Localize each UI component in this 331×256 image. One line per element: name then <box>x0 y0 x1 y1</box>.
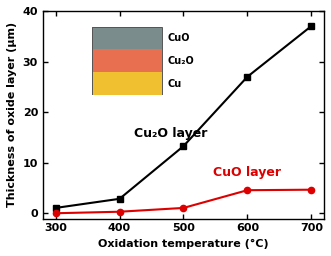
Text: Cu₂O layer: Cu₂O layer <box>134 127 207 140</box>
Text: CuO layer: CuO layer <box>213 166 281 179</box>
Y-axis label: Thickness of oxide layer (μm): Thickness of oxide layer (μm) <box>7 22 17 207</box>
X-axis label: Oxidation temperature (°C): Oxidation temperature (°C) <box>98 239 269 249</box>
